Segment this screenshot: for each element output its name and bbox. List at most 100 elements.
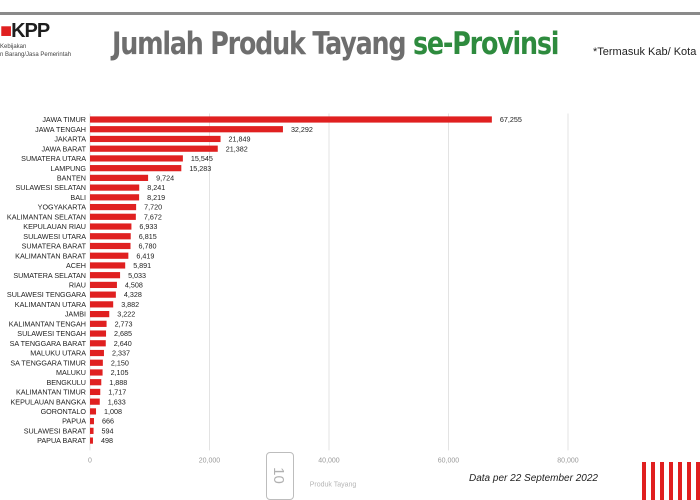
bar bbox=[90, 320, 107, 327]
bar bbox=[90, 184, 140, 191]
value-label: 1,008 bbox=[104, 407, 122, 416]
page-title: Jumlah Produk Tayang se-Provinsi bbox=[112, 26, 656, 70]
value-label: 1,633 bbox=[108, 397, 126, 406]
category-label: MALUKU UTARA bbox=[30, 349, 86, 358]
value-label: 8,241 bbox=[147, 183, 165, 192]
value-label: 21,849 bbox=[229, 135, 251, 144]
category-label: GORONTALO bbox=[41, 407, 87, 416]
value-label: 4,508 bbox=[125, 281, 143, 290]
bar bbox=[90, 203, 137, 211]
logo-line-2: n Barang/Jasa Pemerintah bbox=[0, 52, 72, 58]
page-number: 10 bbox=[269, 467, 287, 484]
grid-lines bbox=[89, 113, 569, 451]
category-label: KALIMANTAN TENGAH bbox=[9, 319, 86, 328]
category-label: SULAWESI TENGGARA bbox=[7, 290, 86, 299]
category-label: BALI bbox=[70, 193, 86, 202]
category-label: JAKARTA bbox=[54, 135, 86, 144]
value-label: 7,672 bbox=[144, 212, 162, 221]
value-label: 1,717 bbox=[108, 388, 126, 397]
value-label: 6,780 bbox=[139, 242, 157, 251]
x-tick-label: 80,000 bbox=[557, 457, 579, 464]
bar bbox=[90, 291, 116, 298]
value-label: 2,685 bbox=[114, 329, 132, 338]
value-label: 1,888 bbox=[109, 378, 127, 387]
title-text: Jumlah Produk Tayang bbox=[112, 26, 407, 62]
category-label: SULAWESI SELATAN bbox=[15, 183, 86, 192]
value-label: 2,105 bbox=[111, 368, 129, 377]
bar bbox=[90, 408, 97, 415]
category-label: KALIMANTAN SELATAN bbox=[7, 212, 86, 221]
title-note: *Termasuk Kab/ Kota bbox=[593, 46, 697, 58]
x-axis-ticks: 0 20,000 40,000 60,000 80,000 bbox=[88, 457, 579, 464]
bar bbox=[90, 359, 103, 366]
bar bbox=[90, 418, 94, 425]
x-tick-label: 60,000 bbox=[438, 457, 460, 464]
category-label: KEPULAUAN RIAU bbox=[23, 222, 86, 231]
bar bbox=[90, 330, 107, 337]
value-label: 15,545 bbox=[191, 154, 213, 163]
category-label: JAWA BARAT bbox=[42, 144, 87, 153]
bar bbox=[90, 349, 104, 357]
value-label: 8,219 bbox=[147, 193, 165, 202]
bar bbox=[90, 301, 114, 308]
category-label: KALIMANTAN UTARA bbox=[15, 300, 86, 309]
bar bbox=[90, 388, 101, 396]
category-label: JAMBI bbox=[65, 310, 86, 319]
bar bbox=[90, 194, 140, 201]
bar bbox=[90, 262, 126, 269]
value-label: 4,328 bbox=[124, 290, 142, 299]
value-label: 594 bbox=[102, 426, 114, 435]
category-label: KALIMANTAN BARAT bbox=[15, 251, 86, 260]
page-number-box: 10 bbox=[266, 452, 294, 500]
category-label: PAPUA bbox=[62, 417, 86, 426]
bar bbox=[90, 427, 94, 434]
bar bbox=[90, 135, 221, 143]
category-label: SULAWESI UTARA bbox=[23, 232, 86, 241]
logo: ■KPP Kebijakan n Barang/Jasa Pemerintah bbox=[0, 20, 72, 62]
bar bbox=[90, 174, 149, 181]
bar bbox=[90, 340, 106, 347]
category-label: JAWA TIMUR bbox=[42, 115, 86, 124]
bar bbox=[90, 233, 131, 240]
value-label: 6,419 bbox=[136, 251, 154, 260]
value-label: 3,222 bbox=[117, 310, 135, 319]
value-label: 6,815 bbox=[139, 232, 157, 241]
category-label: KALIMANTAN TIMUR bbox=[16, 388, 86, 397]
value-label: 3,882 bbox=[121, 300, 139, 309]
category-label: SULAWESI BARAT bbox=[24, 426, 87, 435]
bar bbox=[90, 398, 100, 405]
bar bbox=[90, 369, 103, 376]
value-label: 7,720 bbox=[144, 203, 162, 212]
date-note: Data per 22 September 2022 bbox=[469, 473, 598, 484]
category-label: RIAU bbox=[69, 281, 86, 290]
value-label: 67,255 bbox=[500, 115, 522, 124]
top-divider bbox=[0, 12, 700, 15]
category-label: KEPULAUAN BANGKA bbox=[11, 397, 87, 406]
bar bbox=[90, 126, 283, 133]
logo-mark: ■KPP bbox=[0, 20, 50, 42]
value-label: 2,150 bbox=[111, 358, 129, 367]
x-tick-label: 40,000 bbox=[318, 457, 340, 464]
x-axis-label: Produk Tayang bbox=[310, 481, 357, 488]
value-label: 5,891 bbox=[133, 261, 151, 270]
bar bbox=[90, 223, 132, 230]
bar bbox=[90, 116, 492, 123]
bar bbox=[90, 242, 131, 250]
value-label: 498 bbox=[101, 436, 113, 445]
category-label: ACEH bbox=[66, 261, 86, 270]
bar bbox=[90, 379, 102, 386]
value-label: 6,933 bbox=[139, 222, 157, 231]
category-label: MALUKU bbox=[56, 368, 86, 377]
value-label: 5,033 bbox=[128, 271, 146, 280]
category-label: JAWA TENGAH bbox=[35, 125, 86, 134]
category-label: YOGYAKARTA bbox=[38, 203, 87, 212]
bar bbox=[90, 145, 218, 152]
value-label: 2,773 bbox=[115, 319, 133, 328]
category-label: LAMPUNG bbox=[50, 164, 86, 173]
category-label: SULAWESI TENGAH bbox=[17, 329, 86, 338]
category-label: SUMATERA BARAT bbox=[22, 242, 87, 251]
title-accent: se-Provinsi bbox=[413, 26, 559, 62]
bar bbox=[90, 272, 121, 279]
bar bbox=[90, 252, 129, 259]
category-label: SA TENGGARA TIMUR bbox=[10, 358, 86, 367]
